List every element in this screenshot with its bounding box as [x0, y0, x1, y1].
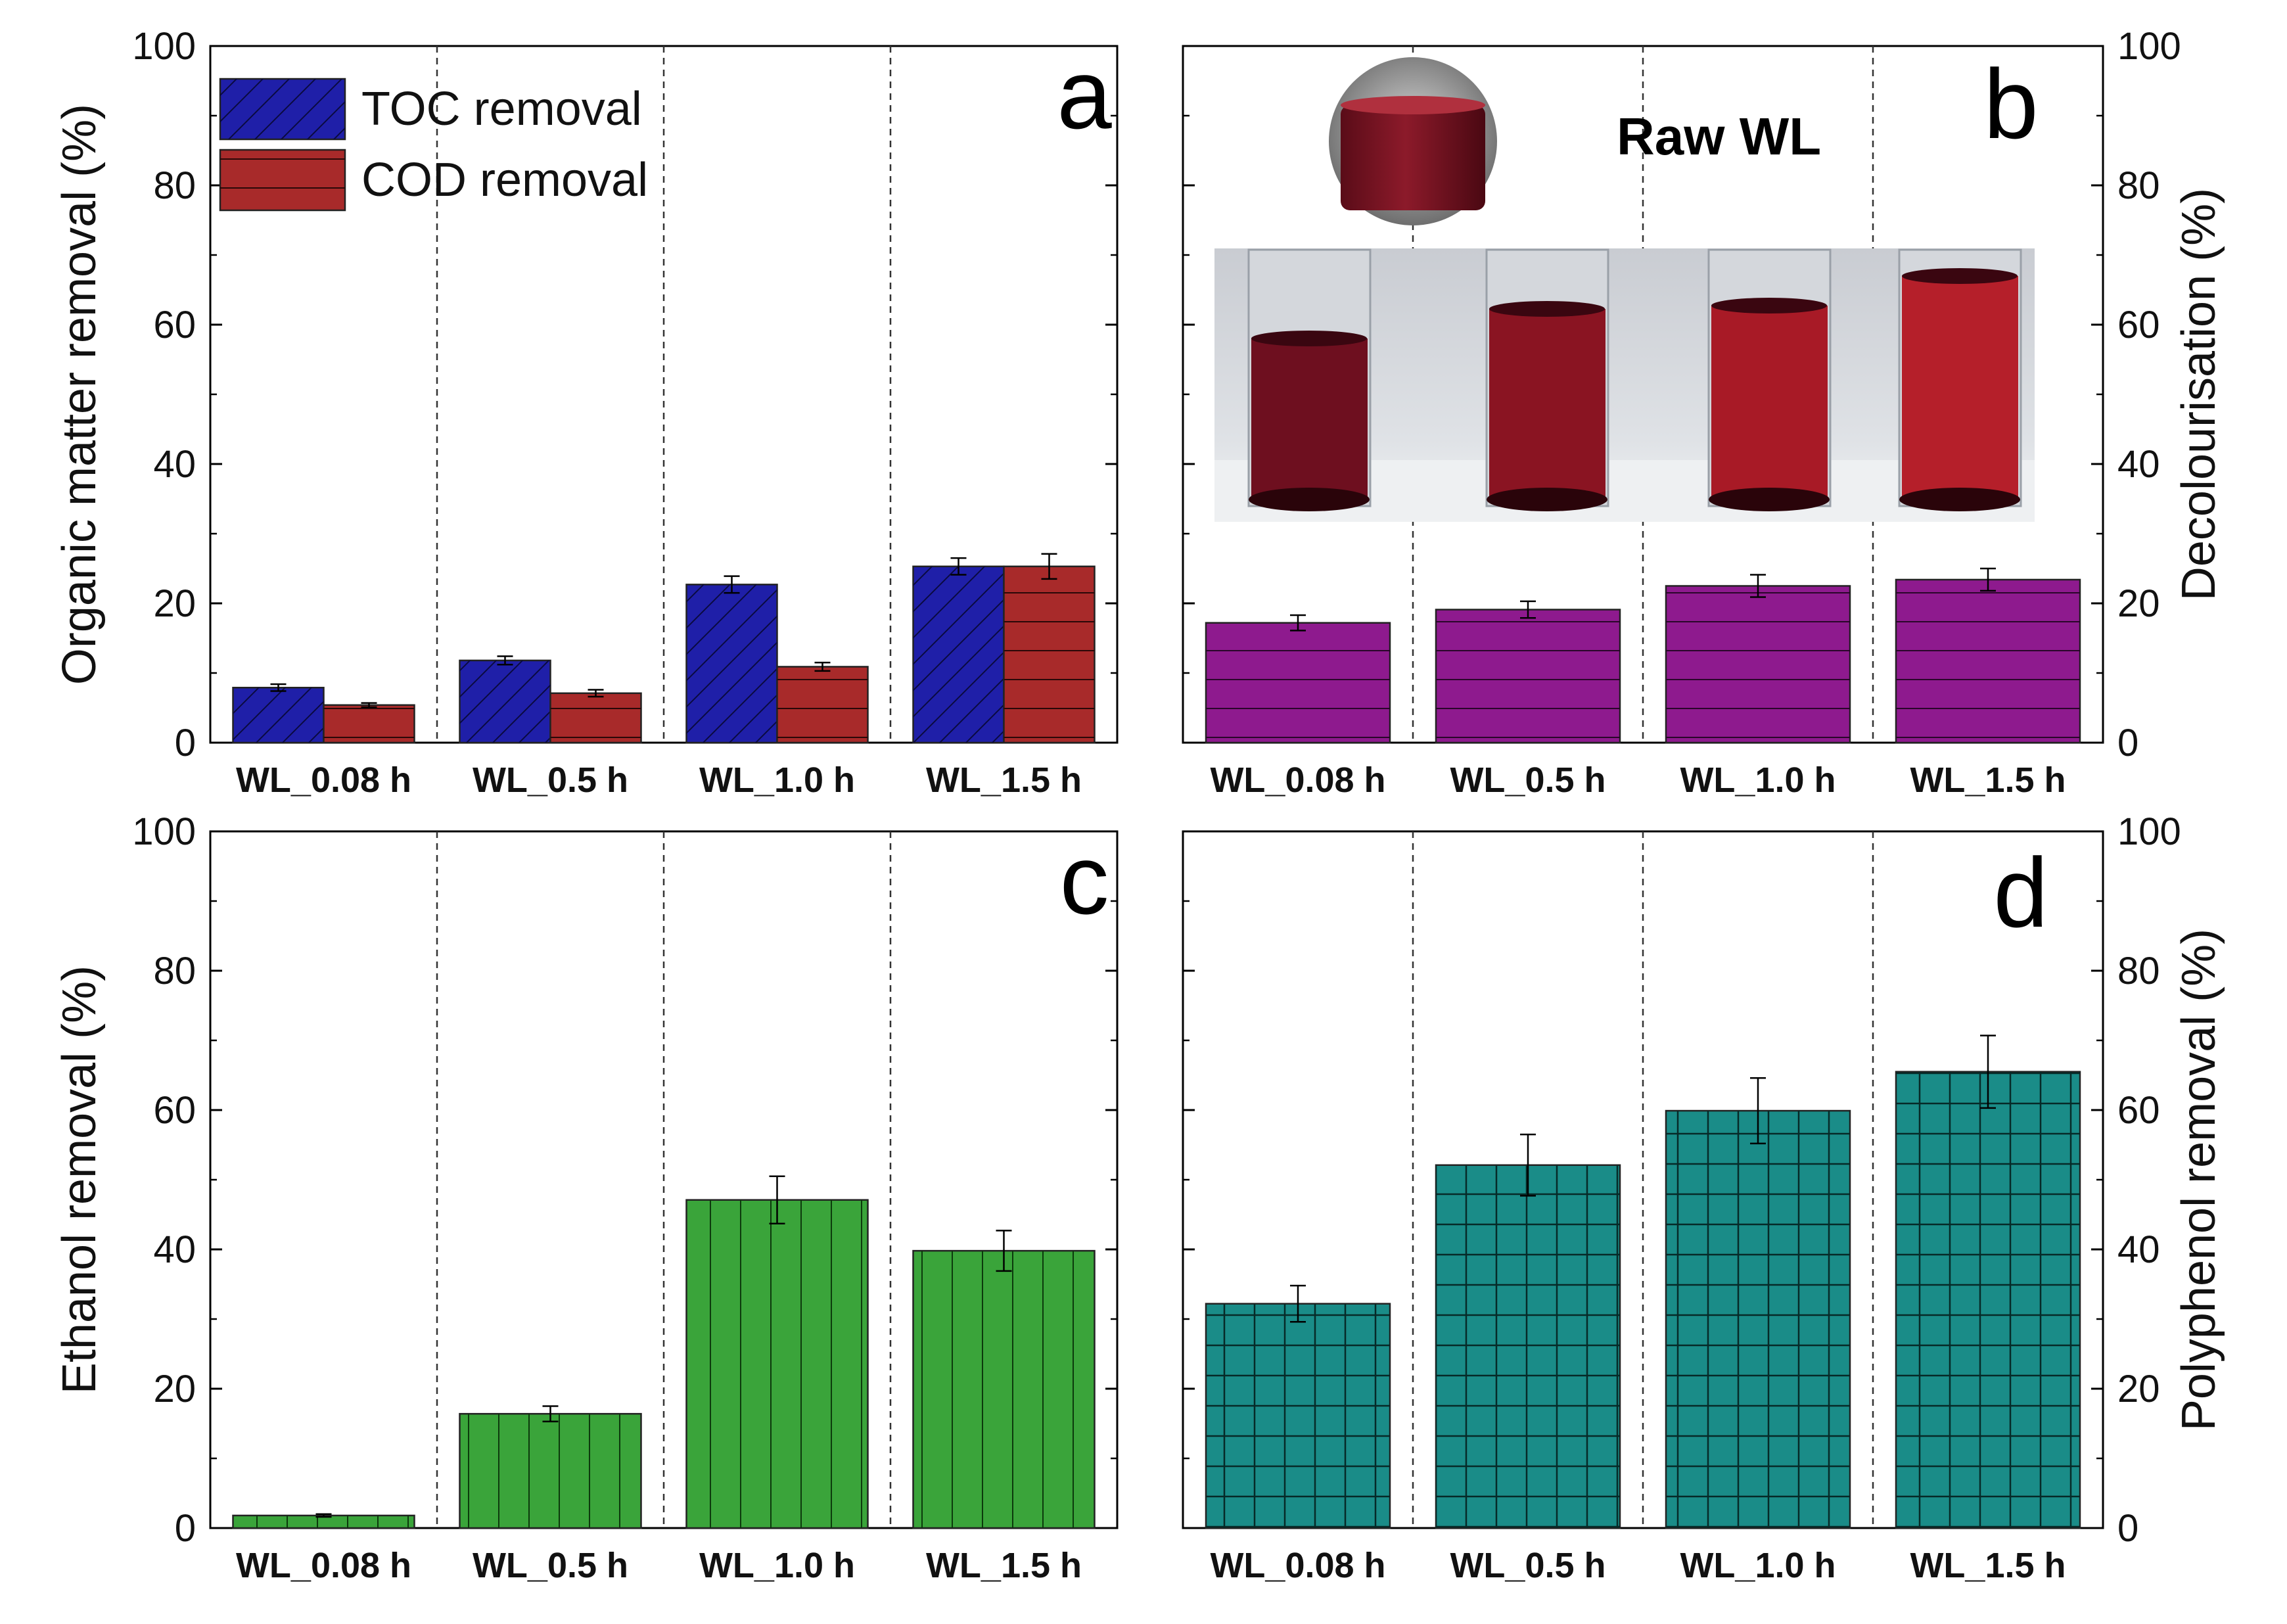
y-tick-label: 60 [2117, 1089, 2160, 1132]
legend-label: COD removal [361, 154, 648, 206]
bar-pattern [550, 693, 641, 743]
inset-photos: Raw WL [1214, 57, 2035, 522]
tube-liquid [1489, 309, 1606, 499]
y-tick-label: 80 [153, 164, 196, 207]
x-tick-label: WL_0.5 h [473, 760, 628, 800]
tube-meniscus [1902, 268, 2018, 284]
y-tick-label: 20 [2117, 1368, 2160, 1410]
bar-pattern [777, 666, 868, 743]
x-tick-label: WL_1.5 h [926, 760, 1082, 800]
tube-meniscus [1711, 298, 1827, 313]
x-tick-label: WL_0.5 h [1450, 760, 1606, 800]
tube-meniscus [1251, 331, 1367, 346]
bar-pattern [1436, 609, 1620, 743]
tube-bottom [1249, 488, 1370, 511]
legend-swatch-pattern [220, 150, 345, 210]
tube-bottom [1899, 488, 2020, 511]
x-tick-label: WL_1.5 h [1910, 1546, 2066, 1585]
y-tick-label: 0 [2117, 722, 2138, 764]
x-tick-label: WL_1.0 h [699, 1546, 855, 1585]
y-tick-label: 20 [153, 582, 196, 625]
y-tick-label: 20 [2117, 582, 2160, 625]
panel-b: 0 20 40 60 80 100 Decolourisation (%) WL_0.08 h… [1182, 25, 2225, 800]
bar-pattern [459, 1414, 641, 1528]
y-tick-label: 40 [2117, 443, 2160, 486]
x-tick-label: WL_1.5 h [926, 1546, 1082, 1585]
y-tick-label: 40 [153, 1228, 196, 1271]
y-tick-label: 0 [175, 722, 196, 764]
tube-liquid [1251, 338, 1368, 499]
bar-pattern [1436, 1165, 1620, 1528]
y-axis-title: Ethanol removal (%) [53, 965, 106, 1394]
y-tick-label: 40 [153, 443, 196, 486]
y-tick-label: 40 [2117, 1228, 2160, 1271]
y-tick-label: 60 [153, 304, 196, 346]
y-tick-label: 60 [2117, 304, 2160, 346]
legend-label: TOC removal [361, 83, 642, 135]
bar-pattern [686, 584, 777, 743]
y-axis-title: Organic matter removal (%) [53, 104, 106, 685]
bar-pattern [323, 705, 415, 743]
bar-pattern [233, 687, 324, 743]
legend: TOC removal COD removal [219, 78, 648, 212]
y-tick-label: 100 [132, 25, 196, 68]
y-tick-label: 80 [2117, 950, 2160, 992]
x-tick-label: WL_1.0 h [1680, 1546, 1836, 1585]
legend-swatch-pattern [220, 79, 345, 139]
tube-bottom [1487, 488, 1607, 511]
x-tick-label: WL_0.08 h [1210, 1546, 1385, 1585]
x-tick-label: WL_1.0 h [699, 760, 855, 800]
panel-c: 0 20 40 60 80 100 Ethanol removal (%) WL_0.08 h… [53, 810, 1119, 1585]
x-tick-label: WL_1.0 h [1680, 760, 1836, 800]
y-axis-title: Decolourisation (%) [2173, 188, 2225, 601]
bar-pattern [1896, 1071, 2080, 1528]
x-tick-label: WL_1.5 h [1910, 760, 2066, 800]
x-tick-label: WL_0.08 h [236, 1546, 411, 1585]
y-tick-label: 100 [2117, 810, 2181, 853]
tube-liquid [1711, 306, 1828, 499]
bar-pattern [1206, 1303, 1390, 1528]
y-tick-label: 0 [2117, 1507, 2138, 1550]
bar-pattern [913, 1251, 1095, 1528]
raw-wl-surface [1341, 96, 1485, 114]
bar-pattern [913, 566, 1004, 743]
bar-pattern [686, 1199, 868, 1528]
raw-wl-liquid [1341, 105, 1485, 210]
y-tick-label: 100 [2117, 25, 2181, 68]
bar-pattern [1206, 622, 1390, 743]
panel-a: 0 20 40 60 80 100 Organic matter removal (%) WL… [53, 25, 1119, 800]
y-tick-label: 0 [175, 1507, 196, 1550]
y-tick-label: 100 [132, 810, 196, 853]
raw-wl-label: Raw WL [1617, 107, 1821, 166]
tube-bottom [1709, 488, 1830, 511]
bar-pattern [1896, 579, 2080, 743]
panel-d: 0 20 40 60 80 100 Polyphenol removal (%) WL_0.0… [1182, 810, 2225, 1585]
bar-pattern [1004, 566, 1095, 743]
x-tick-label: WL_0.08 h [1210, 760, 1385, 800]
bar-pattern [1666, 586, 1850, 743]
y-tick-label: 80 [153, 950, 196, 992]
panel-letter: a [1057, 39, 1112, 149]
tube-meniscus [1489, 301, 1605, 317]
bar-pattern [1666, 1111, 1850, 1528]
x-tick-label: WL_0.5 h [473, 1546, 628, 1585]
bar-pattern [459, 660, 551, 743]
y-tick-label: 60 [153, 1089, 196, 1132]
bar-pattern [233, 1515, 415, 1528]
panel-letter: b [1983, 49, 2038, 159]
panel-letter: d [1993, 837, 2048, 948]
panel-letter: c [1060, 824, 1109, 935]
y-axis-title: Polyphenol removal (%) [2173, 929, 2225, 1431]
y-tick-label: 20 [153, 1368, 196, 1410]
y-tick-label: 80 [2117, 164, 2160, 207]
x-tick-label: WL_0.08 h [236, 760, 411, 800]
x-tick-label: WL_0.5 h [1450, 1546, 1606, 1585]
tube-liquid [1902, 276, 2018, 499]
